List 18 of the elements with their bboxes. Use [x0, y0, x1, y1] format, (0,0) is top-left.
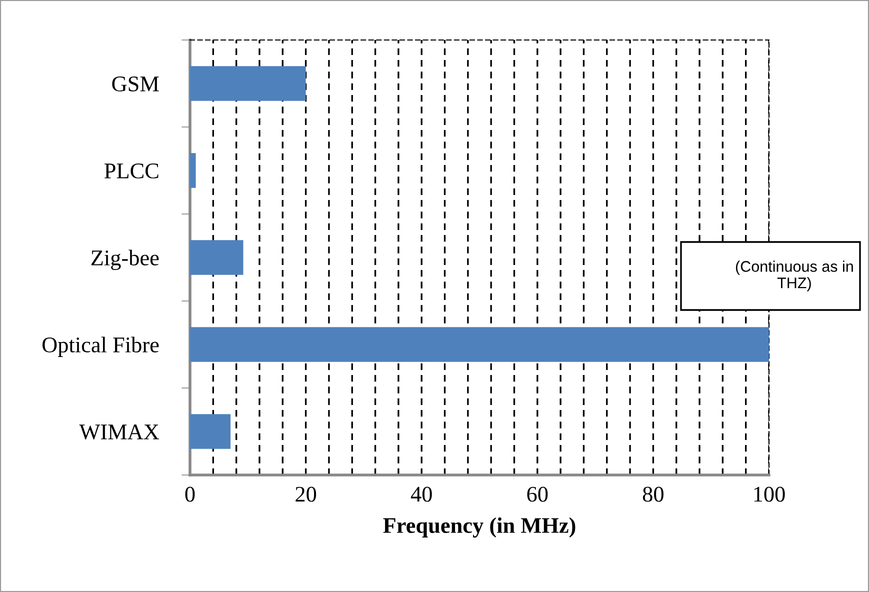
y-tick-label: WIMAX [79, 424, 160, 440]
x-tick-label: 40 [410, 486, 432, 502]
x-tick-label: 80 [642, 486, 664, 502]
x-axis-title: Frequency (in MHz) [383, 517, 576, 538]
y-tick-label: Optical Fibre [42, 336, 159, 357]
x-tick-label: 100 [754, 486, 785, 502]
annotation: (Continuous as in THZ) [736, 260, 853, 292]
bar [190, 414, 231, 449]
bar [190, 327, 769, 362]
y-tick-label: PLCC [104, 163, 158, 178]
y-tick-label: Zig-bee [91, 250, 159, 270]
y-tick-label: GSM [112, 76, 159, 92]
x-tick-label: 20 [296, 486, 316, 502]
bar [190, 66, 306, 101]
x-tick-label: 60 [527, 486, 548, 502]
bar [190, 240, 244, 275]
bar [190, 153, 196, 188]
x-tick-label: 0 [185, 486, 195, 502]
